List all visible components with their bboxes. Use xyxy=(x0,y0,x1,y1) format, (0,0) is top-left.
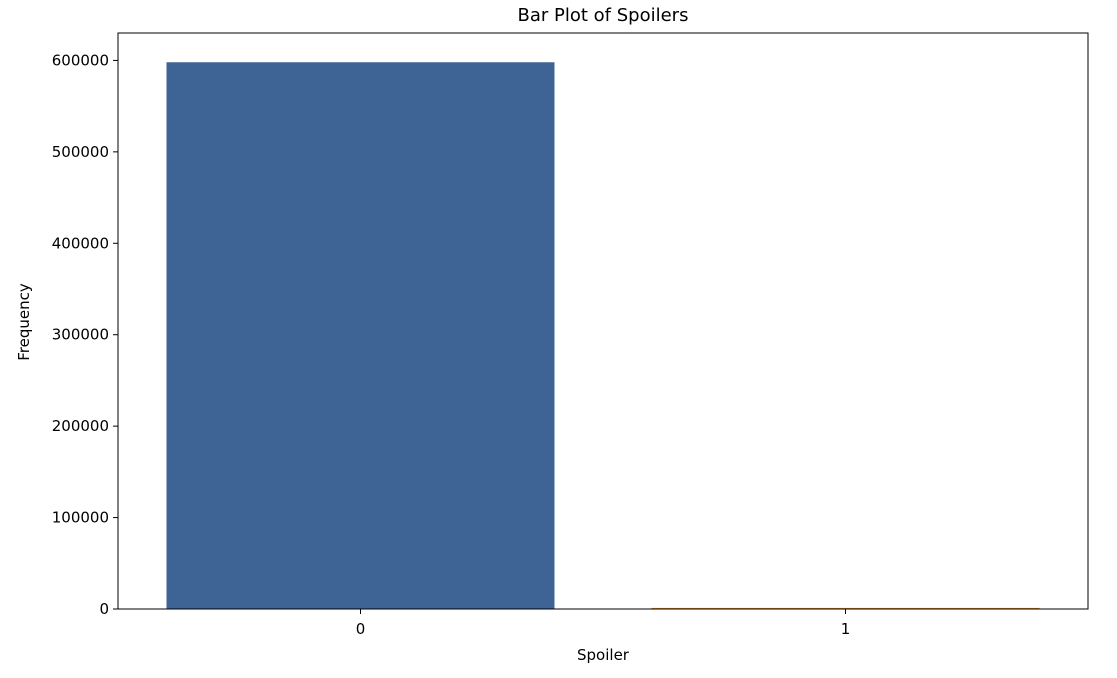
x-tick-label: 0 xyxy=(356,620,366,638)
bars-group xyxy=(166,62,1040,610)
x-tick-label: 1 xyxy=(841,620,851,638)
y-tick-label: 600000 xyxy=(52,51,109,69)
y-tick-label: 0 xyxy=(99,600,109,618)
y-tick-label: 200000 xyxy=(52,417,109,435)
y-axis-label: Frequency xyxy=(15,283,33,361)
plot-frame xyxy=(117,32,1089,610)
y-tick-label: 100000 xyxy=(52,509,109,527)
chart-title: Bar Plot of Spoilers xyxy=(518,5,689,26)
x-axis-label: Spoiler xyxy=(577,646,630,664)
y-tick-label: 400000 xyxy=(52,234,109,252)
y-axis-ticks: 0 100000 200000 300000 400000 500000 600000 xyxy=(52,51,118,618)
bar-0 xyxy=(166,62,555,609)
y-tick-label: 300000 xyxy=(52,326,109,344)
y-tick-label: 500000 xyxy=(52,143,109,161)
